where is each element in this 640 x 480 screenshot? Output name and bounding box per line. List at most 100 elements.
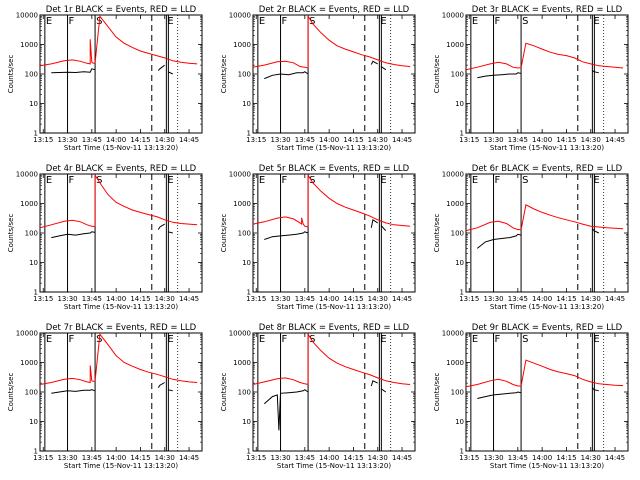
marker-label: F (282, 16, 288, 27)
x-tick-label: 14:00 (532, 454, 552, 462)
lld-series-line (40, 174, 198, 229)
marker-label: S (522, 334, 528, 345)
y-tick-label: 10000 (229, 12, 251, 20)
y-tick-label: 1 (460, 289, 464, 297)
marker-label: F (69, 175, 75, 186)
y-axis-label: Counts/sec (433, 373, 441, 412)
marker-label: E (472, 334, 478, 345)
marker-label: F (69, 334, 75, 345)
plot-frame (252, 332, 416, 452)
x-tick-label: 13:30 (57, 295, 77, 303)
x-tick-label: 14:00 (106, 136, 126, 144)
marker-label: E (380, 16, 386, 27)
events-series-line (263, 380, 387, 431)
panel-title: Det 5r BLACK = Events, RED = LLD (259, 164, 410, 174)
y-tick-label: 1000 (446, 41, 464, 49)
y-tick-label: 100 (451, 71, 464, 79)
marker-label: E (472, 175, 478, 186)
plot-frame (39, 14, 203, 134)
x-tick-label: 13:15 (33, 454, 53, 462)
lld-series-line (253, 15, 411, 69)
x-tick-label: 13:30 (270, 295, 290, 303)
marker-label: E (472, 16, 478, 27)
y-tick-label: 10000 (16, 12, 38, 20)
y-tick-label: 1000 (20, 200, 38, 208)
marker-label: E (259, 175, 265, 186)
y-tick-label: 1000 (233, 41, 251, 49)
marker-label: E (380, 175, 386, 186)
y-tick-label: 10000 (229, 330, 251, 338)
plot-frame (465, 332, 629, 452)
y-axis-label: Counts/sec (220, 373, 228, 412)
lld-series-line (466, 204, 624, 232)
events-series-line (264, 60, 387, 80)
x-tick-label: 14:00 (319, 136, 339, 144)
x-tick-label: 13:30 (57, 454, 77, 462)
marker-label: E (259, 16, 265, 27)
x-tick-label: 14:00 (532, 295, 552, 303)
detector-panel-4: Det 4r BLACK = Events, RED = LLD 1 10 100 10… (7, 164, 203, 311)
y-tick-label: 10 (29, 418, 38, 426)
panel-title: Det 9r BLACK = Events, RED = LLD (472, 323, 623, 333)
detector-panel-7: Det 7r BLACK = Events, RED = LLD 1 10 100 10… (7, 323, 203, 470)
marker-label: F (69, 16, 75, 27)
x-tick-label: 14:30 (581, 454, 601, 462)
x-tick-label: 13:15 (459, 295, 479, 303)
y-tick-label: 10000 (229, 171, 251, 179)
x-tick-label: 13:45 (82, 295, 102, 303)
y-tick-label: 100 (238, 389, 251, 397)
x-tick-label: 13:45 (508, 454, 528, 462)
y-tick-label: 1 (34, 289, 38, 297)
x-tick-label: 14:45 (179, 295, 199, 303)
x-tick-label: 14:45 (605, 295, 625, 303)
lld-series-line (466, 359, 624, 388)
events-series-line (476, 228, 600, 249)
marker-label: E (46, 16, 52, 27)
marker-label: F (495, 175, 501, 186)
detector-panel-8: Det 8r BLACK = Events, RED = LLD 1 10 100 10… (220, 323, 416, 470)
y-tick-label: 1000 (20, 41, 38, 49)
y-tick-label: 1 (460, 130, 464, 138)
x-tick-label: 14:15 (130, 136, 150, 144)
x-axis-label: Start Time (15-Nov-11 13:13:20) (64, 462, 178, 470)
x-tick-label: 14:45 (605, 454, 625, 462)
marker-label: F (495, 334, 501, 345)
marker-label: E (593, 175, 599, 186)
x-tick-label: 14:30 (368, 136, 388, 144)
y-tick-label: 10 (242, 100, 251, 108)
x-tick-label: 14:45 (605, 136, 625, 144)
marker-label: E (167, 334, 173, 345)
marker-label: S (96, 175, 102, 186)
y-tick-label: 100 (25, 389, 38, 397)
x-tick-label: 14:45 (392, 454, 412, 462)
plot-frame (39, 332, 203, 452)
x-tick-label: 13:45 (82, 136, 102, 144)
marker-label: F (282, 334, 288, 345)
y-tick-label: 1 (247, 130, 251, 138)
marker-label: E (167, 175, 173, 186)
y-tick-label: 100 (238, 71, 251, 79)
x-tick-label: 14:30 (368, 295, 388, 303)
y-tick-label: 1 (247, 289, 251, 297)
x-axis-label: Start Time (15-Nov-11 13:13:20) (277, 144, 391, 152)
y-axis-label: Counts/sec (7, 373, 15, 412)
detector-panel-2: Det 2r BLACK = Events, RED = LLD 1 10 100 10… (220, 5, 416, 152)
x-axis-label: Start Time (15-Nov-11 13:13:20) (277, 303, 391, 311)
y-axis-label: Counts/sec (220, 55, 228, 94)
panel-title: Det 2r BLACK = Events, RED = LLD (259, 5, 410, 15)
plot-frame (39, 173, 203, 293)
marker-label: S (309, 16, 315, 27)
marker-label: S (522, 175, 528, 186)
x-tick-label: 14:00 (319, 295, 339, 303)
x-tick-label: 14:15 (343, 136, 363, 144)
y-tick-label: 1 (34, 130, 38, 138)
x-tick-label: 13:30 (270, 454, 290, 462)
detector-panel-5: Det 5r BLACK = Events, RED = LLD 1 10 100 10… (220, 164, 416, 311)
y-tick-label: 100 (25, 71, 38, 79)
y-tick-label: 100 (25, 230, 38, 238)
x-axis-label: Start Time (15-Nov-11 13:13:20) (490, 144, 604, 152)
y-tick-label: 100 (238, 230, 251, 238)
detector-panel-9: Det 9r BLACK = Events, RED = LLD 1 10 100 10… (433, 323, 629, 470)
x-tick-label: 13:15 (33, 295, 53, 303)
